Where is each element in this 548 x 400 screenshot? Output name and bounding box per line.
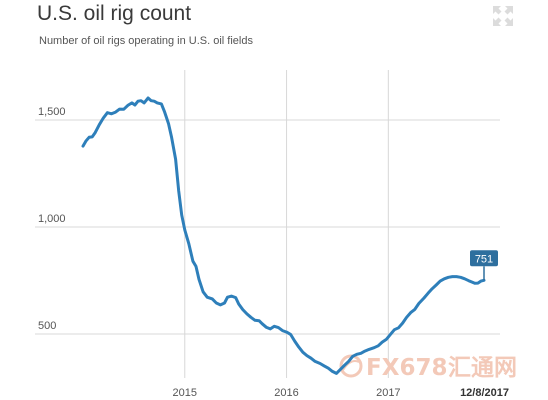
chart-gridlines bbox=[35, 70, 500, 378]
x-tick-label: 2017 bbox=[376, 387, 400, 399]
y-tick-label: 500 bbox=[38, 320, 56, 332]
watermark-cn-text: 汇通网 bbox=[448, 355, 517, 381]
watermark-text: FX678 bbox=[366, 355, 447, 381]
watermark-logo-icon bbox=[339, 354, 363, 378]
rig-count-line bbox=[81, 96, 486, 375]
expand-arrows-icon[interactable] bbox=[492, 5, 514, 27]
end-date-label: 12/8/2017 bbox=[460, 387, 509, 399]
end-value-callout: 751 bbox=[470, 250, 498, 281]
chart-title: U.S. oil rig count bbox=[37, 2, 192, 25]
y-tick-label: 1,000 bbox=[38, 213, 66, 225]
y-tick-label: 1,500 bbox=[38, 106, 66, 118]
chart-series-layer bbox=[81, 96, 486, 375]
x-tick-label: 2015 bbox=[173, 387, 197, 399]
end-value-label: 751 bbox=[475, 253, 493, 265]
watermark-logo-swirl bbox=[342, 360, 360, 371]
chart-subtitle: Number of oil rigs operating in U.S. oil… bbox=[39, 35, 253, 47]
callout-box bbox=[470, 250, 498, 267]
x-tick-label: 2016 bbox=[274, 387, 298, 399]
chart-axis-labels: 500 1,000 1,500 2015 2016 2017 12/8/2017 bbox=[38, 106, 509, 399]
watermark: FX678 汇通网 bbox=[339, 354, 517, 381]
